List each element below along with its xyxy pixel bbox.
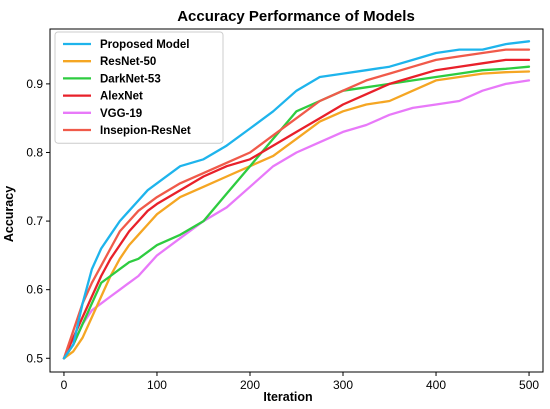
x-tick-label: 400 [426, 378, 446, 392]
legend-box [54, 31, 224, 144]
series-line-3 [62, 58, 531, 360]
legend-label: Insepion-ResNet [100, 125, 191, 137]
plot-area-frame [49, 28, 544, 373]
series-line-2 [62, 65, 531, 360]
legend-label: Proposed Model [100, 39, 189, 51]
series-line-5 [62, 48, 531, 360]
x-tick-label: 100 [147, 378, 167, 392]
legend: Proposed Model ResNet-50 DarkNet-53 AlexNet… [54, 31, 224, 144]
y-tick-label: 0.8 [26, 145, 43, 159]
legend-label: AlexNet [100, 91, 143, 103]
series-line-0 [62, 40, 531, 360]
series-line-1 [62, 70, 531, 360]
x-tick-label: 500 [519, 378, 539, 392]
series-lines [62, 40, 531, 360]
y-tick-label: 0.5 [26, 351, 43, 365]
x-axis-label: Iteration [263, 390, 312, 404]
legend-label: DarkNet-53 [100, 73, 161, 85]
y-axis-label: Accuracy [2, 186, 16, 242]
y-tick-label: 0.9 [26, 77, 43, 91]
x-tick-label: 300 [333, 378, 353, 392]
x-tick-label: 0 [61, 378, 68, 392]
x-axis-ticks: 0 100 200 300 400 500 [61, 372, 539, 392]
legend-label: ResNet-50 [100, 56, 156, 68]
y-tick-label: 0.7 [26, 214, 43, 228]
x-tick-label: 200 [240, 378, 260, 392]
chart-title: Accuracy Performance of Models [177, 8, 415, 25]
y-tick-label: 0.6 [26, 283, 43, 297]
legend-label: VGG-19 [100, 108, 142, 120]
y-axis-ticks: 0.5 0.6 0.7 0.8 0.9 [26, 77, 50, 365]
series-line-4 [62, 79, 531, 360]
